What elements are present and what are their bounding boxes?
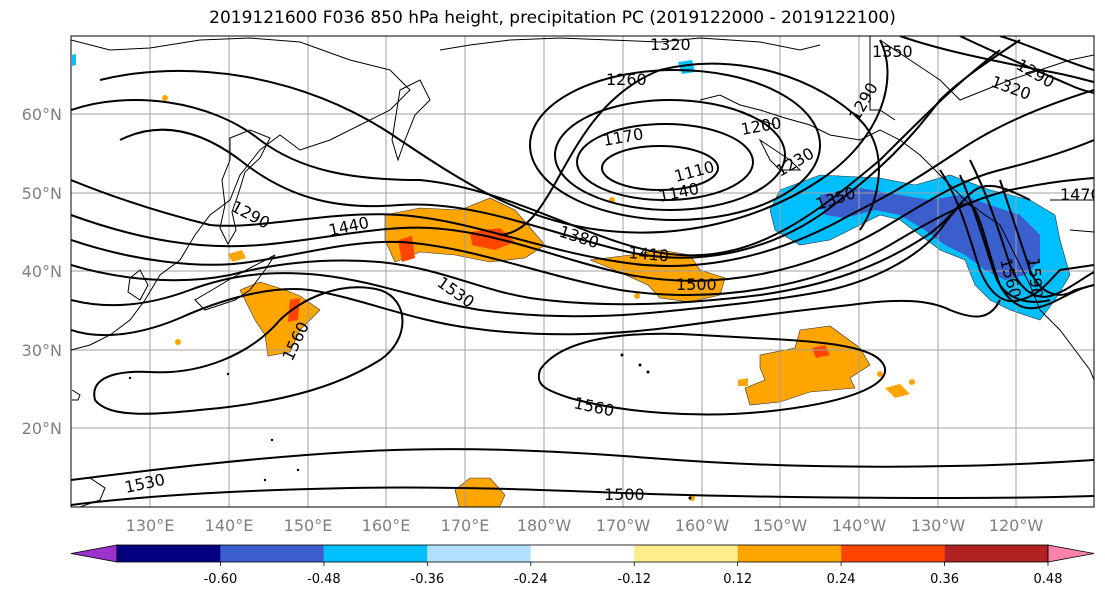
colorbar-segment xyxy=(737,545,842,562)
lat-lon-grid xyxy=(71,36,1094,507)
lon-label: 180°W xyxy=(517,516,572,535)
longitude-axis-labels: 130°E 140°E 150°E 160°E 170°E 180°W 170°… xyxy=(126,516,1044,535)
contour-label: 1590 xyxy=(1024,257,1046,299)
lon-label: 170°W xyxy=(596,516,651,535)
colorbar-tick-label: 0.48 xyxy=(1034,572,1063,587)
lon-label: 170°E xyxy=(441,516,490,535)
contour-label: 1410 xyxy=(628,243,670,265)
lat-label: 20°N xyxy=(22,419,62,438)
colorbar: -0.60 -0.48 -0.36 -0.24 -0.12 0.12 0.24 0.36 0.4… xyxy=(70,544,1095,587)
map-frame xyxy=(70,35,1095,508)
lon-label: 150°E xyxy=(284,516,333,535)
colorbar-tick-label: -0.36 xyxy=(411,572,445,587)
contour-label: 1260 xyxy=(606,70,647,89)
colorbar-tick-label: 0.36 xyxy=(930,572,959,587)
colorbar-segment xyxy=(841,545,945,562)
colorbar-extend-low xyxy=(70,544,118,563)
contour-label: 1500 xyxy=(604,485,645,504)
islands xyxy=(128,353,692,500)
colorbar-segment xyxy=(944,545,1048,562)
lat-label: 50°N xyxy=(22,184,62,203)
contour-label: 1350 xyxy=(872,42,913,61)
colorbar-segment xyxy=(634,545,738,562)
colorbar-tick-label: -0.12 xyxy=(617,572,651,587)
lon-label: 120°W xyxy=(989,516,1044,535)
latitude-axis-labels: 60°N 50°N 40°N 30°N 20°N xyxy=(22,105,62,438)
colorbar-segment xyxy=(323,545,428,562)
colorbar-segment xyxy=(220,545,324,562)
colorbar-segment xyxy=(530,545,635,562)
colorbar-extend-high xyxy=(1047,544,1095,563)
lon-label: 130°E xyxy=(126,516,175,535)
lon-label: 140°E xyxy=(205,516,254,535)
contour-label: 1500 xyxy=(676,275,717,294)
lon-label: 150°W xyxy=(753,516,808,535)
lon-label: 160°W xyxy=(675,516,730,535)
colorbar-tick-label: -0.48 xyxy=(307,572,341,587)
contour-label: 1470 xyxy=(1060,185,1101,204)
lon-label: 130°W xyxy=(911,516,966,535)
lat-label: 30°N xyxy=(22,341,62,360)
map-plot-area: 1320 1350 1290 1320 1260 1170 1200 1290 … xyxy=(71,35,1101,507)
lat-label: 40°N xyxy=(22,262,62,281)
height-contours xyxy=(71,36,1094,506)
colorbar-tick-label: 0.24 xyxy=(827,572,856,587)
contour-label: 1320 xyxy=(650,35,691,54)
colorbar-tick-label: -0.60 xyxy=(204,572,238,587)
map-title: 2019121600 F036 850 hPa height, precipit… xyxy=(209,8,896,28)
colorbar-tick-label: -0.24 xyxy=(514,572,548,587)
lon-label: 160°E xyxy=(362,516,411,535)
coastlines xyxy=(71,36,1094,507)
colorbar-frame xyxy=(116,544,1049,563)
colorbar-segment xyxy=(117,545,221,562)
lat-label: 60°N xyxy=(22,105,62,124)
colorbar-tick-label: 0.12 xyxy=(723,572,752,587)
lon-label: 140°W xyxy=(832,516,887,535)
colorbar-segment xyxy=(427,545,531,562)
